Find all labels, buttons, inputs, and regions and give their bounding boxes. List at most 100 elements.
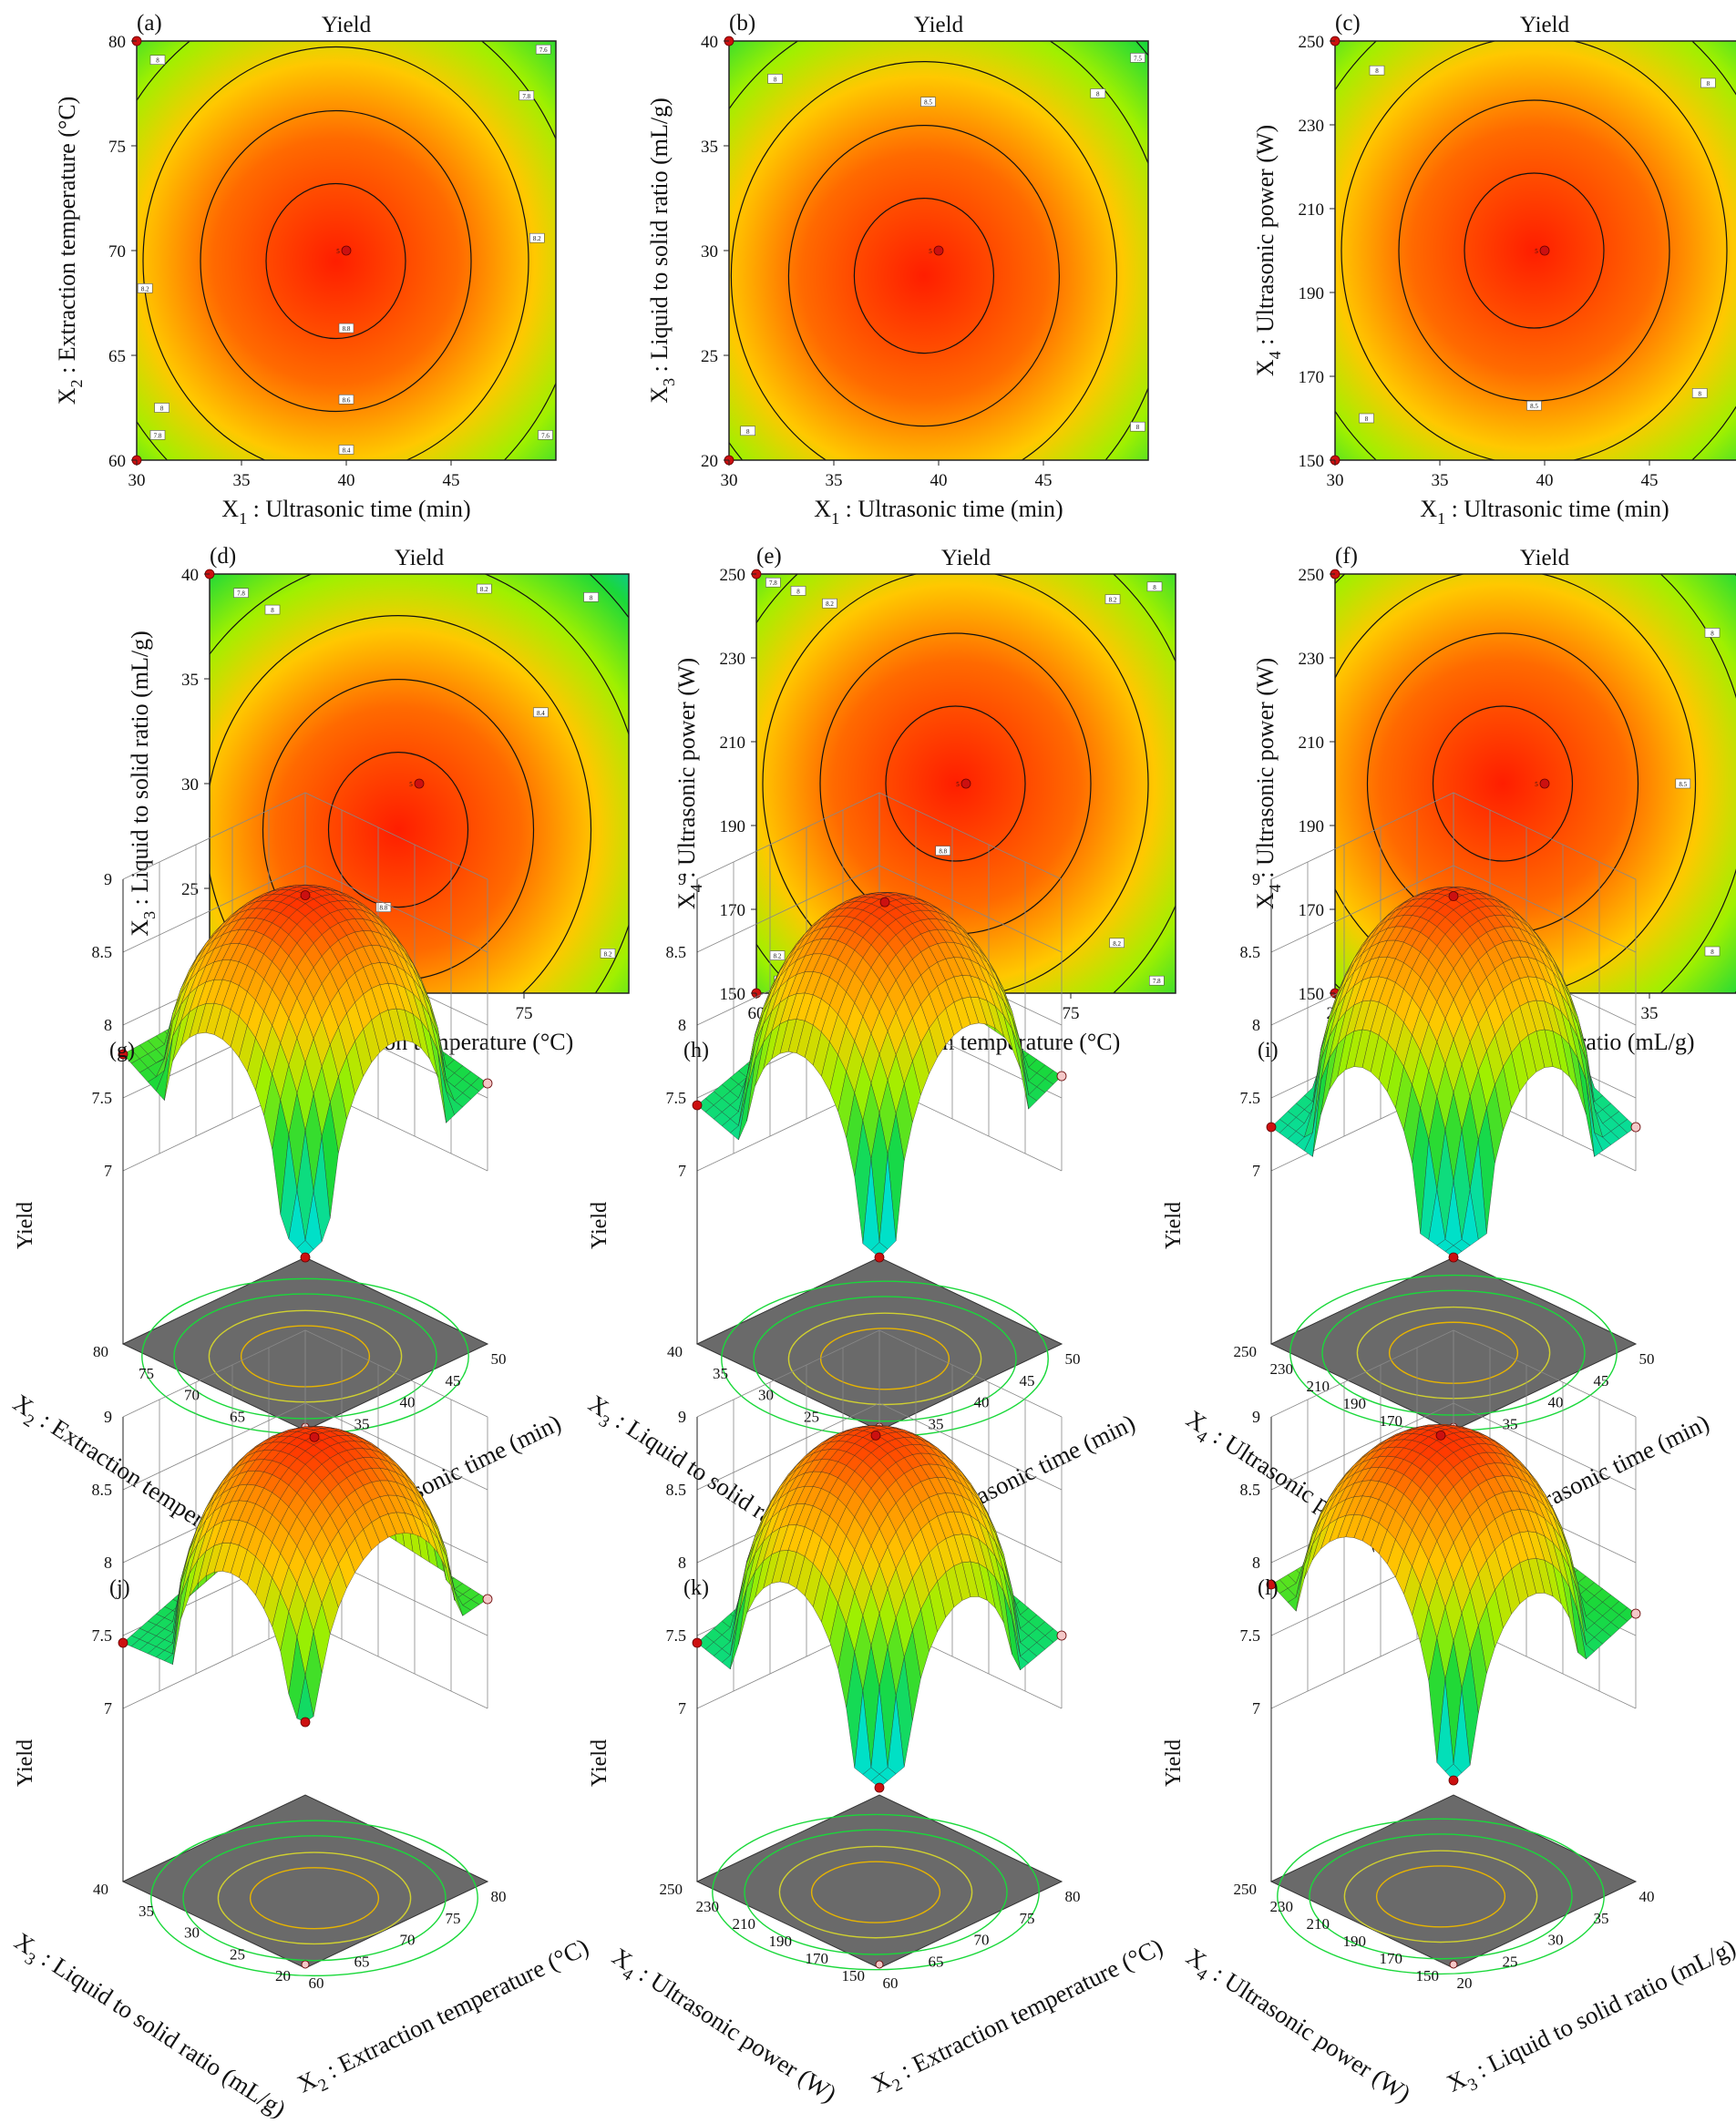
z-tick-label: 7 bbox=[104, 1699, 112, 1718]
y-tick-label: 170 bbox=[1380, 1950, 1403, 1967]
x-axis-label: X2 : Extraction temperature (°C) bbox=[293, 1933, 595, 2103]
panel-label: (f) bbox=[1335, 544, 1358, 569]
x-axis-label: X1 : Ultrasonic time (min) bbox=[814, 496, 1063, 528]
contour-label: 8 bbox=[156, 57, 159, 65]
y-tick-label: 230 bbox=[696, 1898, 720, 1915]
contour-label: 7.6 bbox=[541, 432, 550, 439]
contour-label: 8 bbox=[1698, 390, 1701, 397]
design-point bbox=[961, 779, 971, 788]
z-tick-label: 9 bbox=[1252, 1408, 1260, 1426]
design-point bbox=[118, 1638, 128, 1647]
y-tick-label: 170 bbox=[806, 1950, 829, 1967]
z-axis-label: Yield bbox=[1162, 1202, 1186, 1249]
contour-label: 7.6 bbox=[539, 46, 548, 54]
x-tick-label: 45 bbox=[1641, 471, 1659, 490]
y-tick-label: 210 bbox=[1307, 1915, 1330, 1933]
contour-label: 8 bbox=[1136, 424, 1140, 431]
y-tick-label: 80 bbox=[108, 33, 126, 52]
contour-panel-d: 8.88.68.48.48.28.27.88856065707520253035… bbox=[37, 429, 759, 1231]
design-point bbox=[1449, 892, 1458, 901]
panel-label: (i) bbox=[1258, 1039, 1279, 1062]
contour-label: 7.5 bbox=[1134, 55, 1142, 62]
panel-label: (j) bbox=[109, 1576, 130, 1600]
x-axis-label: X1 : Ultrasonic time (min) bbox=[221, 496, 470, 528]
contour-label: 8 bbox=[590, 594, 593, 601]
x-tick-label: 20 bbox=[1457, 1974, 1473, 1992]
x-tick-label: 45 bbox=[1020, 1372, 1035, 1390]
z-tick-label: 9 bbox=[678, 1408, 686, 1426]
y-axis-label: X2 : Extraction temperature (°C) bbox=[54, 97, 86, 405]
y-tick-label: 30 bbox=[701, 242, 718, 262]
y-tick-label: 250 bbox=[660, 1881, 683, 1898]
y-tick-label: 35 bbox=[701, 138, 718, 157]
z-tick-label: 7.5 bbox=[1240, 1626, 1261, 1645]
contour-label: 8.2 bbox=[1109, 597, 1117, 604]
y-tick-label: 40 bbox=[701, 33, 718, 52]
x-tick-label: 40 bbox=[338, 471, 355, 490]
z-tick-label: 7 bbox=[104, 1162, 112, 1180]
y-tick-label: 190 bbox=[1343, 1933, 1367, 1950]
z-tick-label: 8.5 bbox=[92, 1481, 113, 1499]
design-point bbox=[880, 897, 889, 907]
y-tick-label: 190 bbox=[1299, 284, 1325, 303]
x-tick-label: 50 bbox=[1065, 1350, 1081, 1368]
chart-title: Yield bbox=[1520, 546, 1570, 570]
z-tick-label: 8 bbox=[1252, 1554, 1260, 1572]
contour-label: 8.2 bbox=[480, 586, 488, 593]
y-tick-label: 65 bbox=[108, 347, 126, 366]
z-tick-label: 8.5 bbox=[92, 943, 113, 961]
y-tick-label: 190 bbox=[720, 817, 746, 836]
x-tick-label: 60 bbox=[883, 1974, 899, 1992]
y-tick-label: 250 bbox=[1234, 1343, 1258, 1360]
y-tick-label: 35 bbox=[139, 1902, 154, 1920]
contour-label: 8.5 bbox=[924, 99, 932, 107]
y-tick-label: 210 bbox=[1307, 1378, 1330, 1395]
design-point bbox=[483, 1595, 492, 1604]
y-tick-label: 70 bbox=[108, 242, 126, 262]
y-tick-label: 250 bbox=[1299, 33, 1325, 52]
contour-label: 8 bbox=[1153, 584, 1156, 591]
y-tick-label: 150 bbox=[1299, 452, 1325, 471]
design-point-count: 5 bbox=[1535, 248, 1538, 255]
contour-label: 8 bbox=[271, 607, 274, 614]
design-point bbox=[1267, 1123, 1276, 1132]
y-tick-label: 190 bbox=[769, 1933, 793, 1950]
y-tick-label: 210 bbox=[733, 1915, 756, 1933]
contour-label: 8 bbox=[1096, 91, 1100, 98]
x-tick-label: 75 bbox=[1063, 1004, 1080, 1023]
contour-label: 8.5 bbox=[1679, 781, 1687, 788]
z-tick-label: 8.5 bbox=[666, 1481, 687, 1499]
z-tick-label: 8.5 bbox=[1240, 1481, 1261, 1499]
design-point bbox=[1540, 246, 1549, 255]
y-tick-label: 25 bbox=[701, 347, 718, 366]
z-axis-label: Yield bbox=[588, 1739, 611, 1787]
x-tick-label: 50 bbox=[491, 1350, 507, 1368]
design-point bbox=[310, 1432, 319, 1441]
y-tick-label: 190 bbox=[1343, 1395, 1367, 1412]
x-tick-label: 30 bbox=[721, 471, 738, 490]
x-tick-label: 45 bbox=[446, 1372, 461, 1390]
y-tick-label: 150 bbox=[842, 1967, 866, 1985]
y-tick-label: 60 bbox=[108, 452, 126, 471]
x-tick-label: 30 bbox=[1548, 1932, 1564, 1949]
panel-label: (k) bbox=[683, 1576, 709, 1600]
y-tick-label: 40 bbox=[181, 566, 199, 585]
design-point bbox=[871, 1431, 880, 1440]
contour-label: 8.4 bbox=[537, 710, 545, 717]
x-tick-label: 35 bbox=[826, 471, 843, 490]
chart-title: Yield bbox=[914, 13, 964, 37]
z-tick-label: 8 bbox=[104, 1016, 112, 1034]
contour-label: 8 bbox=[746, 428, 750, 436]
y-tick-label: 30 bbox=[184, 1924, 200, 1942]
design-point bbox=[1631, 1123, 1640, 1132]
contour-label: 7.8 bbox=[1153, 978, 1161, 985]
z-tick-label: 7.5 bbox=[92, 1626, 113, 1645]
z-tick-label: 9 bbox=[104, 870, 112, 888]
design-point-floor bbox=[302, 1961, 309, 1968]
y-axis-label: X4 : Ultrasonic power (W) bbox=[1252, 125, 1284, 376]
y-tick-label: 150 bbox=[720, 985, 746, 1004]
x-tick-label: 50 bbox=[1639, 1350, 1655, 1368]
z-tick-label: 9 bbox=[678, 870, 686, 888]
contour-label: 7.8 bbox=[769, 579, 777, 587]
